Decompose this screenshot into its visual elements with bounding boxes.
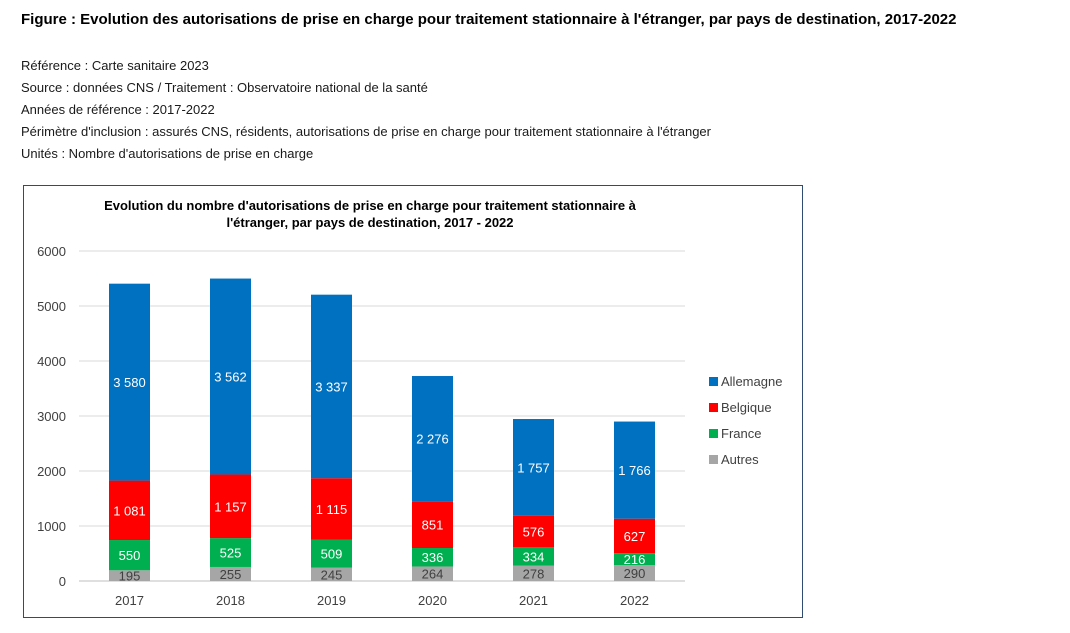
bar-segment-allemagne bbox=[109, 283, 150, 481]
bar-segment-belgique bbox=[210, 474, 251, 539]
meta-years: Années de référence : 2017-2022 bbox=[21, 102, 215, 117]
bar-segment-autres bbox=[210, 566, 251, 581]
bar-segment-autres bbox=[513, 565, 554, 581]
data-label: 2 276 bbox=[416, 432, 449, 447]
bar-segment-france bbox=[311, 539, 352, 568]
bar-segment-france bbox=[412, 548, 453, 567]
legend-label-autres: Autres bbox=[721, 452, 759, 467]
data-label: 3 580 bbox=[113, 375, 146, 390]
data-label: 255 bbox=[220, 567, 242, 582]
bar-segment-france bbox=[109, 540, 150, 571]
bar-segment-belgique bbox=[311, 478, 352, 540]
bar-segment-autres bbox=[311, 567, 352, 581]
legend: Allemagne Belgique France Autres bbox=[709, 374, 782, 467]
x-tick-label: 2019 bbox=[317, 593, 346, 608]
y-tick-label: 5000 bbox=[37, 299, 66, 314]
bar-segment-france bbox=[210, 538, 251, 567]
bar-segment-belgique bbox=[614, 518, 655, 554]
meta-reference: Référence : Carte sanitaire 2023 bbox=[21, 58, 209, 73]
stacked-bar-chart: Evolution du nombre d'autorisations de p… bbox=[37, 198, 782, 608]
y-tick-label: 4000 bbox=[37, 354, 66, 369]
figure-title: Figure : Evolution des autorisations de … bbox=[21, 11, 957, 28]
data-label: 278 bbox=[523, 566, 545, 581]
data-label: 1 081 bbox=[113, 503, 146, 518]
legend-swatch-france bbox=[709, 429, 718, 438]
bar-segment-autres bbox=[109, 570, 150, 581]
data-label: 3 562 bbox=[214, 370, 247, 385]
bar-segment-belgique bbox=[513, 515, 554, 548]
data-label: 525 bbox=[220, 546, 242, 561]
bar-segment-autres bbox=[614, 565, 655, 581]
bar-segment-belgique bbox=[109, 480, 150, 541]
data-label: 1 757 bbox=[517, 460, 550, 475]
data-label: 576 bbox=[523, 525, 545, 540]
data-label: 851 bbox=[422, 518, 444, 533]
y-tick-label: 1000 bbox=[37, 519, 66, 534]
meta-source: Source : données CNS / Traitement : Obse… bbox=[21, 80, 428, 95]
bar-segment-allemagne bbox=[614, 421, 655, 519]
x-tick-label: 2021 bbox=[519, 593, 548, 608]
x-tick-label: 2020 bbox=[418, 593, 447, 608]
data-label: 245 bbox=[321, 567, 343, 582]
data-label: 1 115 bbox=[316, 502, 348, 517]
data-label: 550 bbox=[119, 548, 141, 563]
meta-units: Unités : Nombre d'autorisations de prise… bbox=[21, 146, 314, 161]
bar-segment-france bbox=[614, 553, 655, 566]
chart-frame: Evolution du nombre d'autorisations de p… bbox=[23, 185, 803, 618]
bar-segment-belgique bbox=[412, 501, 453, 548]
legend-label-france: France bbox=[721, 426, 761, 441]
legend-swatch-autres bbox=[709, 455, 718, 464]
legend-swatch-allemagne bbox=[709, 377, 718, 386]
x-tick-label: 2018 bbox=[216, 593, 245, 608]
bar-segment-france bbox=[513, 547, 554, 566]
data-label: 264 bbox=[422, 567, 444, 582]
data-label: 336 bbox=[422, 550, 444, 565]
y-tick-label: 3000 bbox=[37, 409, 66, 424]
chart-title-line-1: Evolution du nombre d'autorisations de p… bbox=[104, 198, 637, 213]
y-axis: 0 1000 2000 3000 4000 5000 6000 bbox=[37, 244, 66, 589]
y-tick-label: 6000 bbox=[37, 244, 66, 259]
data-label: 195 bbox=[119, 569, 141, 584]
chart-title-line-2: l'étranger, par pays de destination, 201… bbox=[226, 215, 513, 230]
data-label: 216 bbox=[624, 552, 646, 567]
data-label: 3 337 bbox=[315, 379, 348, 394]
x-tick-label: 2022 bbox=[620, 593, 649, 608]
data-label: 509 bbox=[321, 547, 343, 562]
chart-title: Evolution du nombre d'autorisations de p… bbox=[104, 198, 637, 230]
data-label: 1 766 bbox=[618, 463, 651, 478]
bar-segment-allemagne bbox=[412, 376, 453, 502]
legend-label-belgique: Belgique bbox=[721, 400, 772, 415]
legend-swatch-belgique bbox=[709, 403, 718, 412]
meta-scope: Périmètre d'inclusion : assurés CNS, rés… bbox=[21, 124, 711, 139]
bars: 195 550 1 081 3 580 255 525 1 157 3 562 245 509 1 … bbox=[109, 278, 655, 584]
bar-segment-allemagne bbox=[513, 419, 554, 516]
bar-segment-allemagne bbox=[210, 278, 251, 475]
bar-segment-autres bbox=[412, 566, 453, 581]
gridlines bbox=[79, 250, 685, 582]
data-label: 290 bbox=[624, 566, 646, 581]
data-label: 627 bbox=[624, 529, 646, 544]
legend-label-allemagne: Allemagne bbox=[721, 374, 782, 389]
data-label: 334 bbox=[523, 550, 545, 565]
x-axis: 2017 2018 2019 2020 2021 2022 bbox=[115, 593, 649, 608]
y-tick-label: 0 bbox=[59, 574, 66, 589]
y-tick-label: 2000 bbox=[37, 464, 66, 479]
data-label: 1 157 bbox=[214, 499, 247, 514]
x-tick-label: 2017 bbox=[115, 593, 144, 608]
bar-segment-allemagne bbox=[311, 294, 352, 479]
